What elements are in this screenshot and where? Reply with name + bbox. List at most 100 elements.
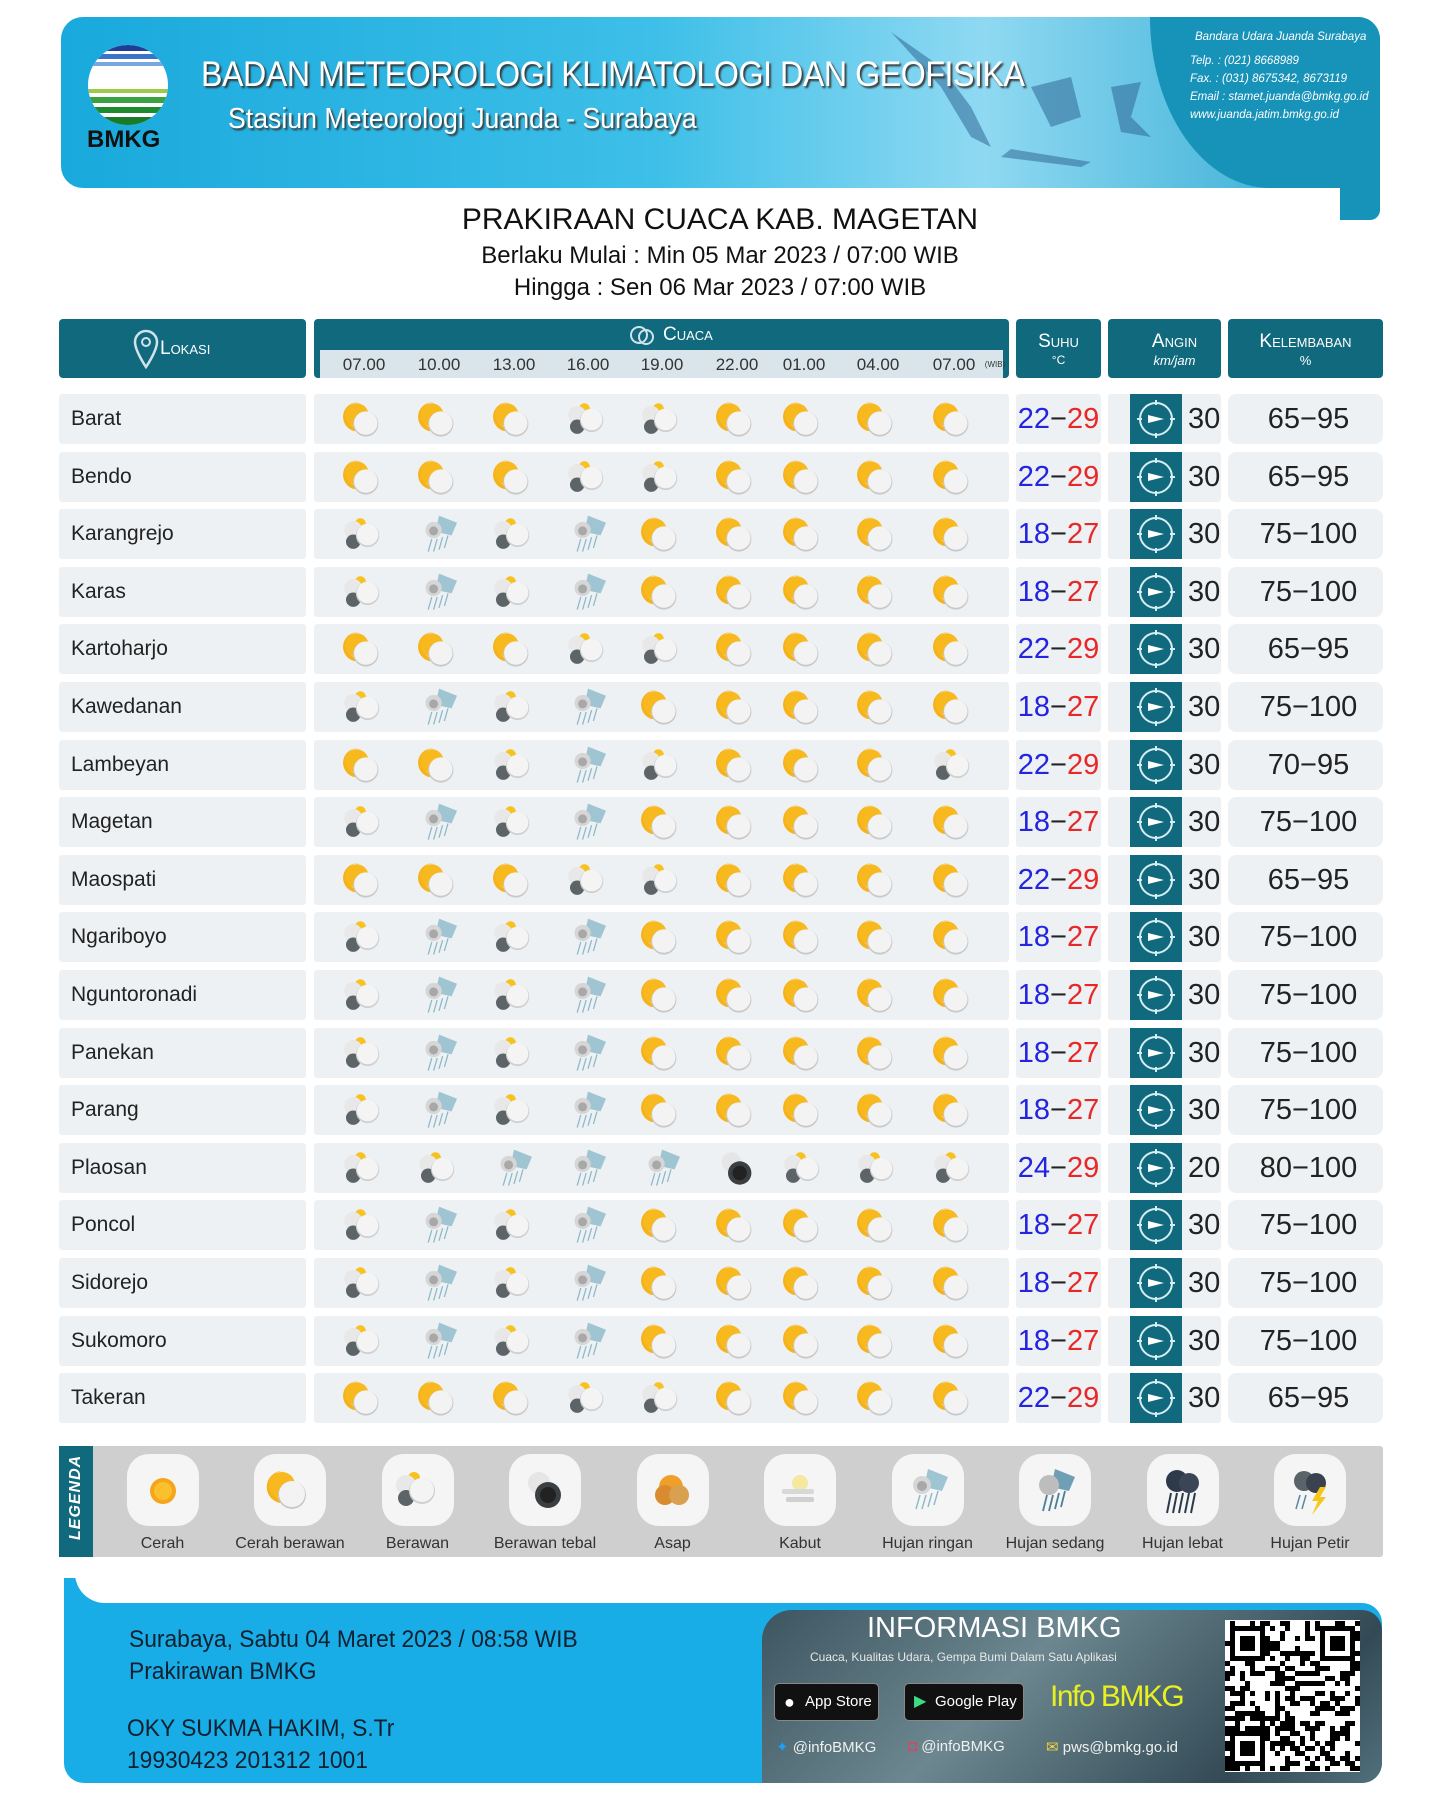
hujan-ringan-icon <box>574 515 606 552</box>
hour-label: 16.00 <box>566 355 610 374</box>
cerah-berawan-icon <box>343 402 379 437</box>
temp-max: 29 <box>1066 1151 1100 1184</box>
wind-speed: 30 <box>1188 921 1221 954</box>
cerah-berawan-icon <box>493 402 529 437</box>
temp-min: 18 <box>1017 1324 1051 1357</box>
hujan-petir-icon <box>1294 1471 1326 1515</box>
angin-unit: km/jam <box>1153 353 1196 368</box>
cerah-berawan-icon <box>933 862 969 898</box>
location-name: Ngariboyo <box>59 912 306 963</box>
berawan-icon <box>494 1209 530 1241</box>
temp-max: 27 <box>1066 806 1100 839</box>
berawan-icon <box>642 403 678 434</box>
hujan-ringan-icon <box>574 803 606 840</box>
temperature: 22−29 <box>1016 624 1101 675</box>
berawan-icon <box>344 1036 380 1068</box>
wind-speed: 30 <box>1188 806 1221 839</box>
humidity: 75−100 <box>1228 797 1383 848</box>
cerah-berawan-icon <box>783 517 819 552</box>
wind-speed: 30 <box>1188 633 1221 666</box>
forecaster-nip: 19930423 201312 1001 <box>127 1747 368 1774</box>
cerah-berawan-icon <box>493 862 529 898</box>
hujan-ringan-icon <box>425 918 457 956</box>
email-address: pws@bmkg.go.id <box>1062 1739 1179 1756</box>
berawan-icon <box>344 979 380 1010</box>
kabut-icon <box>782 1475 814 1502</box>
cuaca-label: Cuaca <box>663 324 713 345</box>
compass-arrow-east-icon <box>1130 970 1182 1020</box>
temp-max: 27 <box>1066 518 1100 551</box>
temp-min: 24 <box>1017 1151 1051 1184</box>
wind-speed: 30 <box>1188 403 1221 435</box>
cerah-berawan-icon <box>783 978 819 1013</box>
qr-code[interactable] <box>1225 1620 1360 1772</box>
humidity: 70−95 <box>1228 739 1383 790</box>
twitter-link[interactable]: ✦ @infoBMKG <box>776 1738 876 1756</box>
instagram-link[interactable]: ◘ @infoBMKG <box>908 1738 1005 1755</box>
cerah-berawan-icon <box>716 920 752 955</box>
cerah-berawan-icon <box>783 574 819 610</box>
location-name: Kawedanan <box>59 682 306 732</box>
legend-label: Hujan Petir <box>1270 1535 1350 1552</box>
weather-cells <box>314 394 1009 444</box>
wind: 30 <box>1108 1315 1221 1366</box>
compass-arrow-east-icon <box>1130 509 1182 560</box>
cerah-berawan-icon <box>418 747 454 783</box>
temp-max: 29 <box>1066 460 1100 493</box>
kelembaban-unit: % <box>1299 353 1312 368</box>
suhu-label: Suhu <box>1038 331 1079 352</box>
berawan-tebal-icon <box>721 1152 752 1185</box>
temp-min: 22 <box>1017 403 1051 435</box>
table-row: Barat 22−29 30 65−95 <box>0 394 1440 444</box>
forecaster-role: Prakirawan BMKG <box>129 1658 317 1685</box>
temp-max: 29 <box>1066 1382 1100 1415</box>
wind: 30 <box>1108 624 1221 675</box>
compass-arrow-east-icon <box>1130 624 1182 675</box>
wind-speed: 30 <box>1188 1209 1221 1242</box>
compass-arrow-east-icon <box>1130 1258 1182 1308</box>
cerah-berawan-icon <box>716 1035 752 1071</box>
temp-max: 27 <box>1066 921 1100 954</box>
hujan-ringan-icon <box>574 1149 606 1186</box>
cerah-berawan-icon <box>716 1093 752 1128</box>
humidity: 80−100 <box>1228 1142 1383 1193</box>
hujan-lebat-icon <box>1165 1470 1199 1514</box>
cerah-berawan-icon <box>343 862 379 898</box>
wind-speed: 30 <box>1188 575 1221 608</box>
legend-label: Cerah <box>140 1535 185 1552</box>
table-row: Ngariboyo 18−27 30 75−100 <box>0 912 1440 963</box>
temp-max: 27 <box>1066 979 1100 1011</box>
hujan-ringan-icon <box>574 918 606 956</box>
cerah-berawan-icon <box>716 690 752 725</box>
weather-cells <box>314 1200 1009 1251</box>
temp-max: 29 <box>1066 633 1100 666</box>
location-name: Poncol <box>59 1200 306 1251</box>
suhu-unit: °C <box>1051 353 1066 367</box>
cerah-berawan-icon <box>857 517 893 552</box>
cerah-berawan-icon <box>343 1381 379 1416</box>
legend-label: Asap <box>654 1535 691 1552</box>
hujan-ringan-icon <box>425 573 457 610</box>
berawan-icon <box>344 921 380 953</box>
berawan-tebal-icon <box>528 1472 561 1508</box>
weather-cells <box>314 1142 1009 1193</box>
twitter-handle: @infoBMKG <box>792 1739 877 1756</box>
temp-max: 27 <box>1066 691 1100 723</box>
cerah-berawan-icon <box>783 1208 819 1243</box>
temp-max: 29 <box>1066 748 1100 781</box>
cerah-berawan-icon <box>716 402 752 437</box>
cerah-berawan-icon <box>933 1381 969 1416</box>
temp-max: 27 <box>1066 1094 1100 1127</box>
google-play-button[interactable]: ▶ Google Play <box>904 1683 1024 1721</box>
google-play-label: Google Play <box>935 1693 1017 1710</box>
berawan-icon <box>344 1324 380 1356</box>
wind-speed: 30 <box>1188 979 1221 1011</box>
cerah-berawan-icon <box>716 632 752 667</box>
email-link[interactable]: ✉ pws@bmkg.go.id <box>1046 1738 1178 1756</box>
humidity: 65−95 <box>1228 624 1383 675</box>
wind: 30 <box>1108 451 1221 502</box>
hujan-ringan-icon <box>425 1034 457 1071</box>
humidity: 65−95 <box>1228 854 1383 905</box>
info-bmkg-panel: INFORMASI BMKG Cuaca, Kualitas Udara, Ge… <box>762 1610 1382 1783</box>
app-store-button[interactable]: ● App Store <box>774 1683 879 1721</box>
